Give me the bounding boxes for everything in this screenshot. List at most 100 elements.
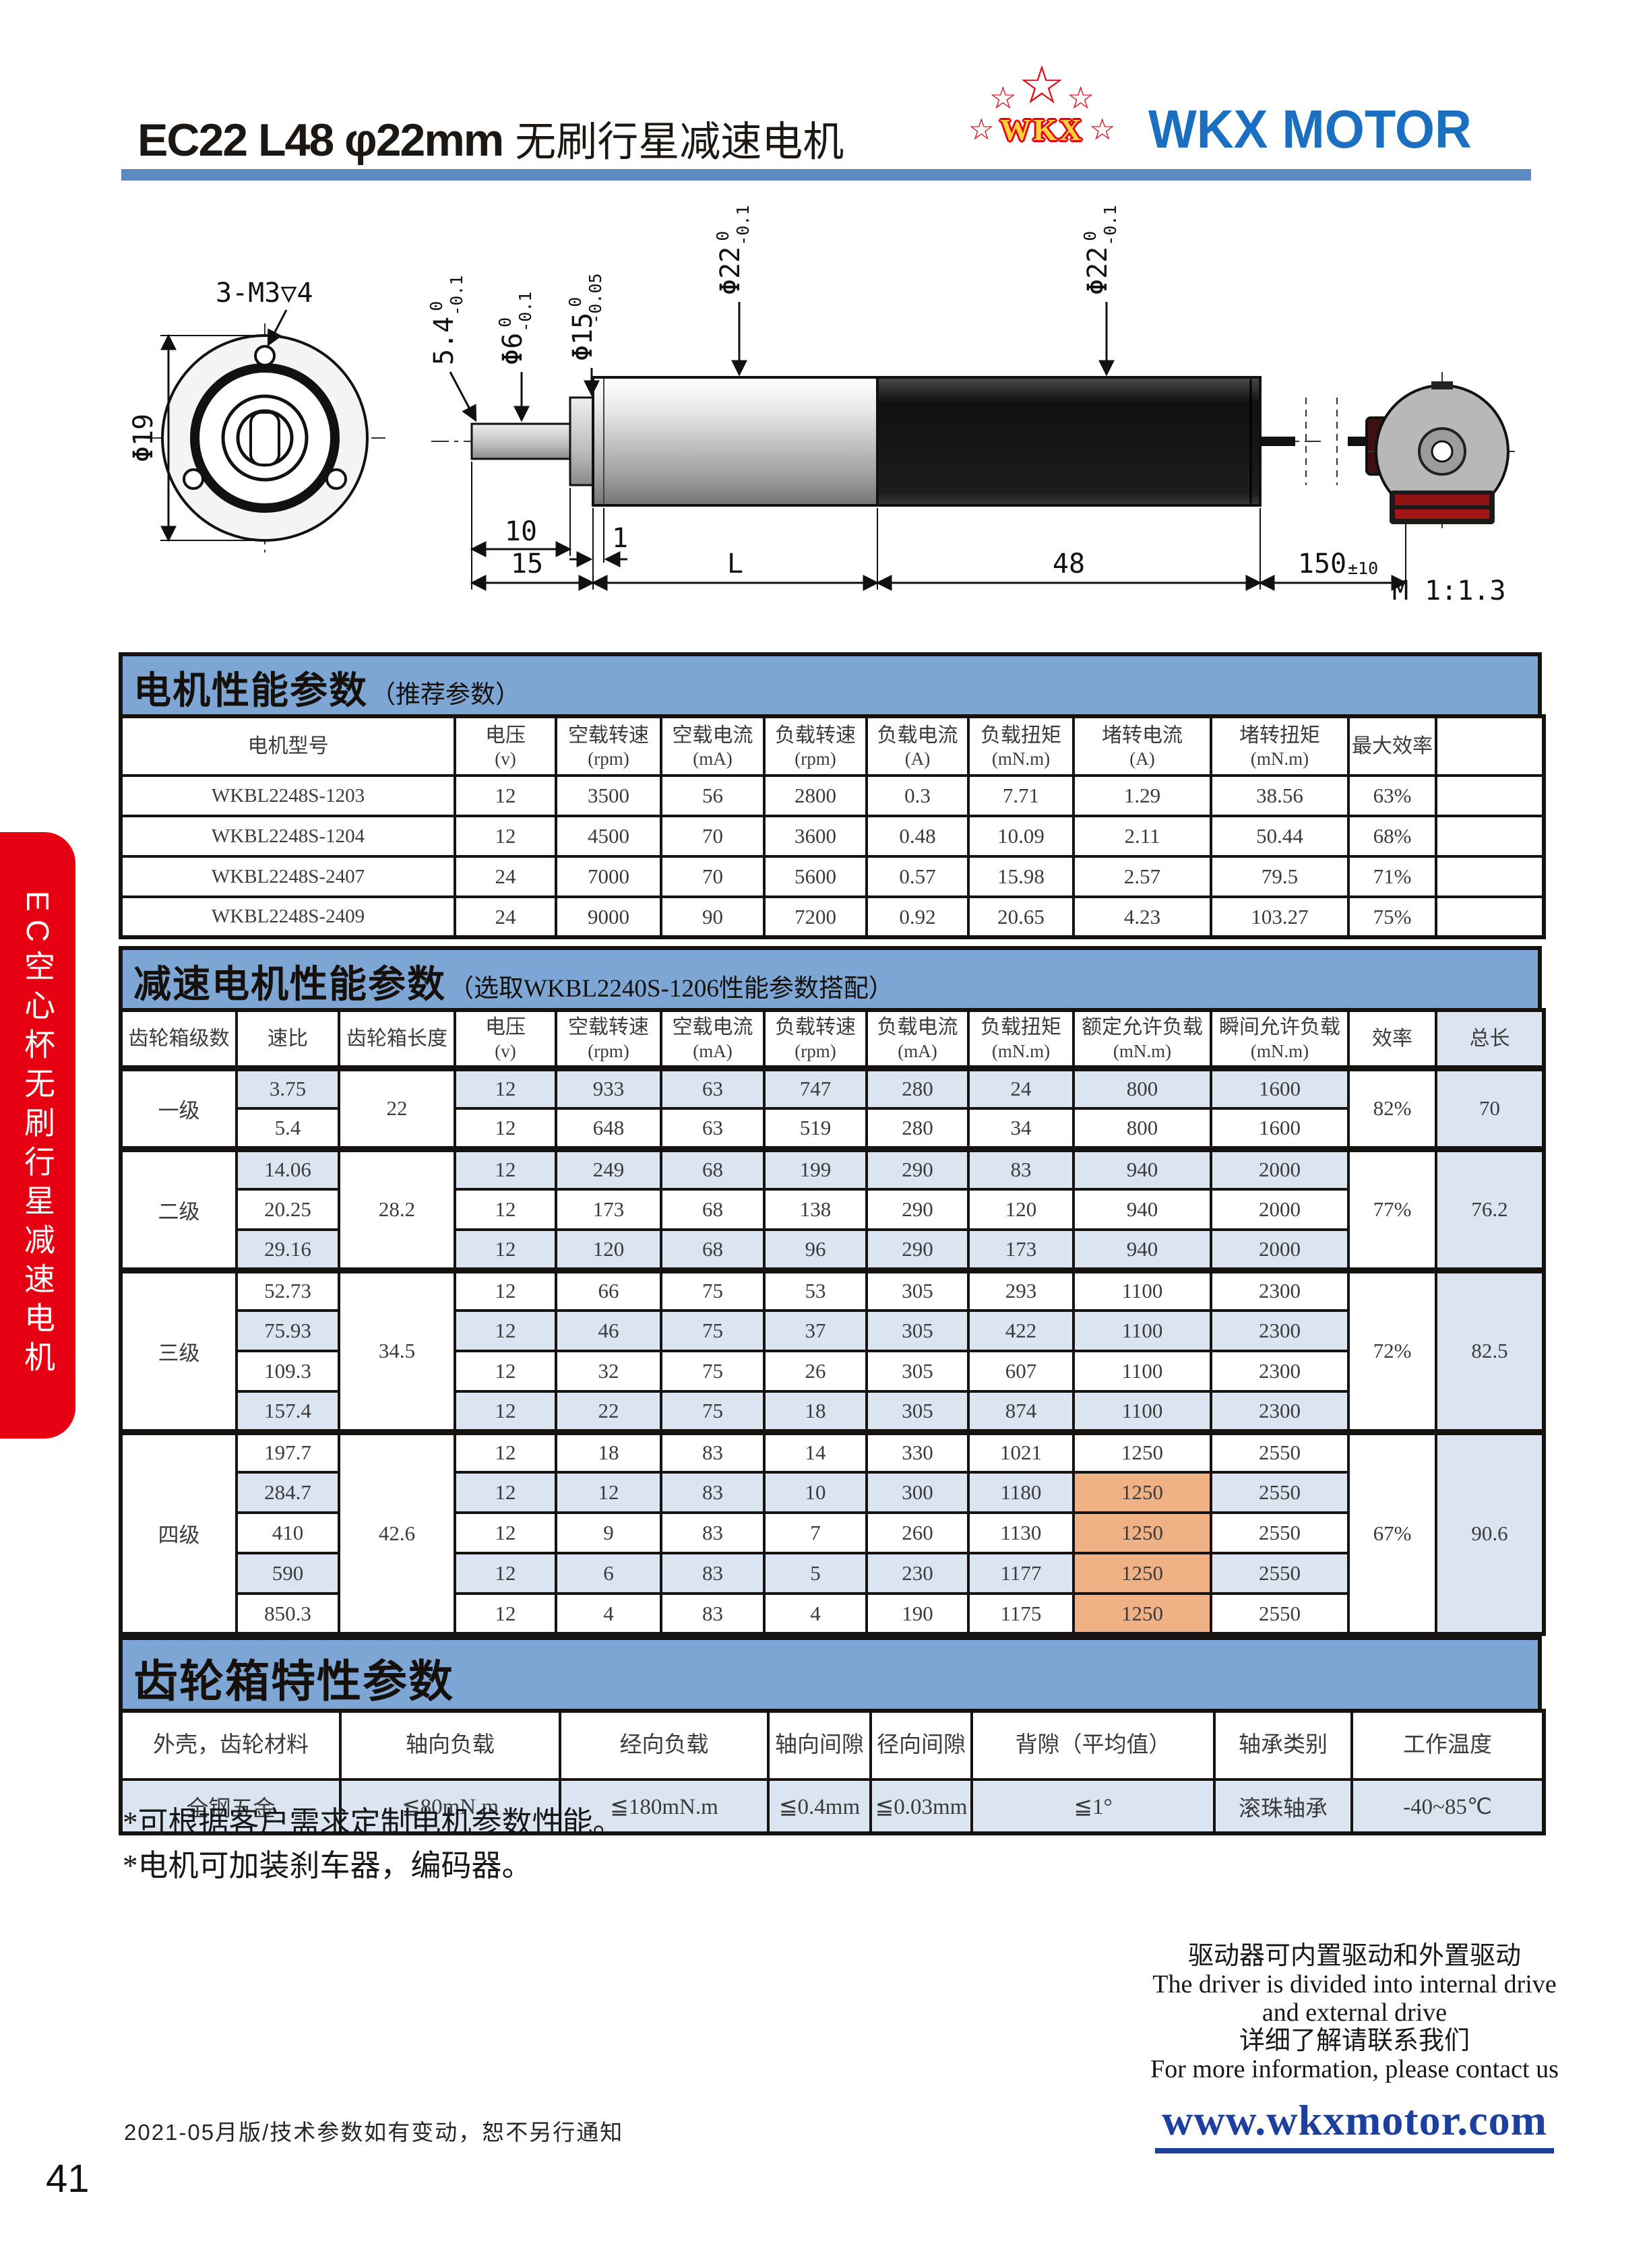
drawing-scale-note: M 1:1.3 [1392, 575, 1506, 606]
cell: 83 [660, 1428, 766, 1474]
cell: 5600 [763, 855, 868, 898]
col-header: 电机型号 [119, 715, 456, 777]
side-view [431, 376, 1407, 507]
website-link[interactable]: www.wkxmotor.com [1155, 2096, 1554, 2153]
dim-10: 10 [505, 516, 537, 547]
gear-performance-table: 齿轮箱级数 速比 齿轮箱长度 电压 (v) 空载转速 (rpm) 空载电流 (mA) … [119, 1008, 1546, 1636]
cell: 全钢五金 [119, 1778, 342, 1835]
dim-gearbox-diameter: Φ220-0.1 [713, 205, 753, 295]
edition-note: 2021-05月版/技术参数如有变动，恕不另行通知 [124, 2120, 624, 2145]
contact-line: 详细了解请联系我们 [1239, 2027, 1470, 2055]
cell: -40~85℃ [1350, 1778, 1545, 1835]
cell-empty [1435, 855, 1545, 898]
spec-tables: 电机性能参数 （推荐参数） 电机型号 电压 (v) 空载转速 (rpm) 空载电流(… [119, 652, 1546, 1835]
table-row: WKBL2248S-2409 24 9000 90 7200 0.92 20.65 4.23 1… [119, 895, 1545, 939]
cell: 46 [555, 1309, 662, 1352]
cell: 12 [454, 1309, 557, 1352]
col-header: 负载扭矩 (mN.m) [967, 715, 1075, 777]
cell: 68% [1347, 815, 1437, 858]
cell: 2550 [1210, 1471, 1350, 1514]
cell: 7 [763, 1511, 868, 1554]
cell: 24 [454, 855, 557, 898]
col-header: 空载转速 (rpm) [555, 1009, 662, 1069]
col-header: 最大效率 [1347, 715, 1437, 777]
table-row: WKBL2248S-1203 12 3500 56 2800 0.3 7.71 1.29 38.… [119, 774, 1545, 817]
cell: 190 [865, 1592, 970, 1635]
cell: 305 [865, 1309, 970, 1352]
cell: 18 [763, 1390, 868, 1433]
col-header: 负载扭矩 (mN.m) [967, 1009, 1075, 1069]
note-brake-encoder: *电机可加装刹车器，编码器。 [123, 1849, 532, 1883]
page-title: EC22 L48 φ22mm 无刷行星减速电机 [137, 108, 844, 168]
cell: 83 [967, 1145, 1075, 1191]
cell-stage: 一级 [119, 1065, 238, 1150]
col-header-empty [1435, 715, 1545, 777]
cell: 12 [454, 1228, 557, 1271]
cell: 75 [660, 1309, 766, 1352]
cell: 32 [555, 1350, 662, 1393]
cell: 34.5 [338, 1267, 456, 1433]
cell: 5.4 [235, 1107, 340, 1150]
cell: 76.2 [1435, 1145, 1545, 1271]
contact-line: 驱动器可内置驱动和外置驱动 [1187, 1942, 1521, 1970]
col-header: 电压 (v) [454, 715, 557, 777]
col-header: 空载转速 (rpm) [555, 715, 662, 777]
cell: 7.71 [967, 774, 1075, 817]
cell: 42.6 [338, 1428, 456, 1635]
cell: 75.93 [235, 1309, 340, 1352]
rotated-dimensions: 5.40-0.1 Φ60-0.1 Φ150-0.05 Φ220-0.1 Φ220… [427, 205, 1120, 422]
cell: 1175 [967, 1592, 1075, 1635]
dim-front-diameter: Φ19 [128, 414, 159, 462]
cell: 933 [555, 1065, 662, 1110]
col-header: 负载转速 (rpm) [763, 1009, 868, 1069]
cell: 1100 [1072, 1309, 1212, 1352]
cell: 410 [235, 1511, 340, 1554]
logo-badge: WKX [1000, 113, 1084, 147]
cell: 2300 [1210, 1267, 1350, 1312]
table-row: 三级 52.73 34.5 12 66 75 53 305 293 1100 2300 72% 82.5 [119, 1267, 1545, 1433]
contact-line: and external drive [1262, 1998, 1448, 2027]
cell: 14.06 [235, 1145, 340, 1191]
col-header: 电压 (v) [454, 1009, 557, 1069]
dim-15: 15 [511, 548, 543, 579]
col-header: 外壳，齿轮材料 [119, 1709, 342, 1781]
cell: 1100 [1072, 1350, 1212, 1393]
cell: 26 [763, 1350, 868, 1393]
cell: 305 [865, 1350, 970, 1393]
dim-bolt-label: 3-M3▽4 [216, 278, 313, 309]
col-header: 速比 [235, 1009, 340, 1069]
cell: 2550 [1210, 1592, 1350, 1635]
front-view: Φ19 3-M3▽4 [128, 278, 385, 553]
table-row: 157.4 12 22 75 18 305 874 1100 2300 [121, 1390, 1544, 1433]
cell: 0.57 [865, 855, 970, 898]
cell: 9 [555, 1511, 662, 1554]
cell: 75 [660, 1267, 766, 1312]
cell: 747 [763, 1065, 868, 1110]
page-title-cn: 无刷行星减速电机 [515, 120, 844, 165]
technical-drawing: Φ19 3-M3▽4 5.40-0.1 [128, 205, 1516, 606]
cell-highlighted: 1250 [1072, 1592, 1212, 1635]
cell: 290 [865, 1188, 970, 1231]
cell: 29.16 [235, 1228, 340, 1271]
table-row: WKBL2248S-2407 24 7000 70 5600 0.57 15.98 2.57 7… [119, 855, 1545, 898]
motor-table-header-row: 电机型号 电压 (v) 空载转速 (rpm) 空载电流 (mA) 负载转速 (rpm) … [119, 715, 1545, 777]
cell: 67% [1347, 1428, 1437, 1635]
cell: 1100 [1072, 1390, 1212, 1433]
cell: 12 [454, 1350, 557, 1393]
cell: ≦180mN.m [559, 1778, 770, 1835]
cell: 83 [660, 1552, 766, 1595]
cell: 6 [555, 1552, 662, 1595]
dim-collar-diameter: Φ150-0.05 [565, 273, 605, 361]
cell: 648 [555, 1107, 662, 1150]
cell: 68 [660, 1188, 766, 1231]
cell: 2000 [1210, 1228, 1350, 1271]
cell: 15.98 [967, 855, 1075, 898]
cell-stage: 二级 [119, 1145, 238, 1271]
dim-L: L [727, 548, 743, 579]
cell: 2550 [1210, 1552, 1350, 1595]
cell: 290 [865, 1145, 970, 1191]
cell: 70 [660, 815, 766, 858]
cell: ≦80mN.m [339, 1778, 561, 1835]
col-header: 堵转电流 (A) [1072, 715, 1212, 777]
